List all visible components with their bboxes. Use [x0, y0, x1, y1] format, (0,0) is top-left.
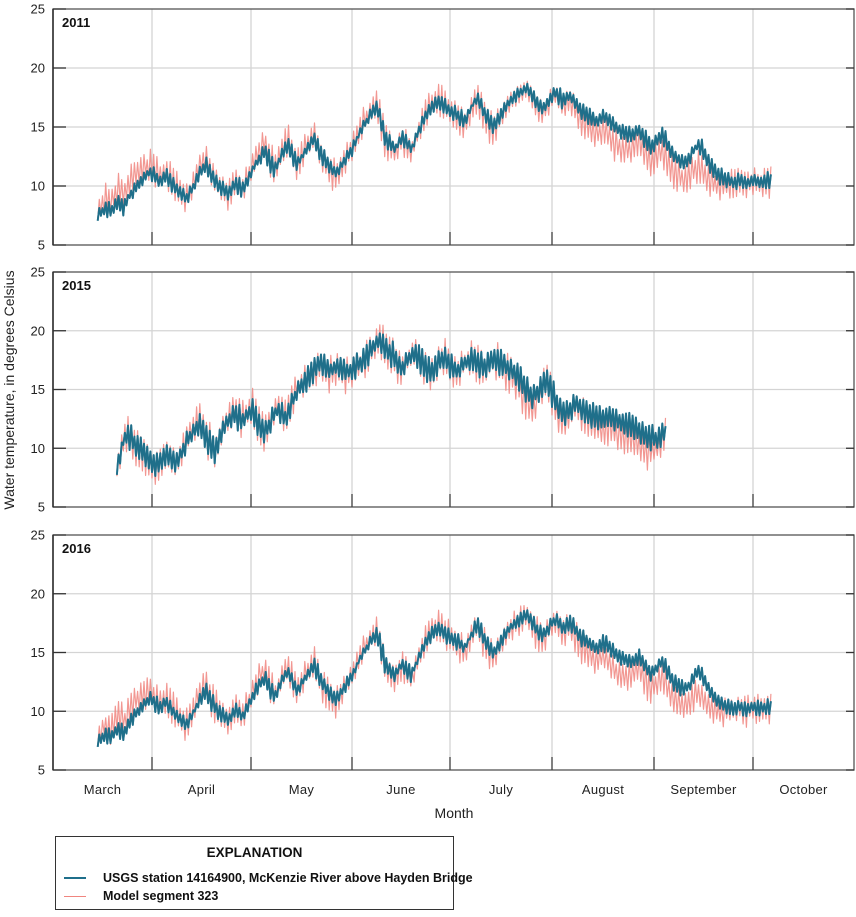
x-axis-month-labels: March April May June July August September Octo…: [84, 782, 828, 797]
month-label: April: [188, 782, 216, 797]
y-tick-label: 15: [31, 120, 45, 135]
panel-title: 2011: [62, 15, 90, 30]
y-tick-label: 20: [31, 586, 45, 601]
legend-label-observed: USGS station 14164900, McKenzie River ab…: [103, 871, 473, 885]
y-tick-label: 10: [31, 179, 45, 194]
month-label: May: [289, 782, 315, 797]
x-axis-title: Month: [435, 805, 474, 821]
legend-swatch-observed: [64, 877, 86, 879]
month-label: October: [779, 782, 828, 797]
y-tick-label: 5: [38, 500, 45, 515]
panel-2015: 5 10 15 20 25 2015: [31, 265, 855, 515]
month-label: August: [582, 782, 624, 797]
legend: EXPLANATION USGS station 14164900, McKen…: [55, 836, 473, 910]
y-tick-label: 25: [31, 528, 45, 543]
legend-title: EXPLANATION: [206, 845, 303, 860]
panel-title: 2015: [62, 278, 91, 293]
y-tick-label: 20: [31, 323, 45, 338]
month-label: July: [489, 782, 514, 797]
legend-item-observed: USGS station 14164900, McKenzie River ab…: [64, 870, 473, 886]
y-tick-label: 25: [31, 265, 45, 280]
series-line-observed: [115, 332, 667, 478]
y-tick-label: 10: [31, 704, 45, 719]
series-line-observed: [96, 609, 772, 748]
panel-2011: 5 10 15 20 25 2011: [31, 2, 855, 253]
y-tick-label: 5: [38, 763, 45, 778]
month-label: June: [386, 782, 415, 797]
y-axis-title: Water temperature, in degrees Celsius: [1, 270, 17, 509]
month-label: March: [84, 782, 122, 797]
month-label: September: [670, 782, 737, 797]
series-line-observed: [96, 82, 772, 221]
legend-label-model: Model segment 323: [103, 889, 219, 903]
y-tick-label: 20: [31, 61, 45, 76]
y-tick-label: 15: [31, 382, 45, 397]
legend-item-model: Model segment 323: [64, 888, 218, 904]
panel-title: 2016: [62, 541, 91, 556]
panel-2016: 5 10 15 20 25 2016: [31, 528, 855, 778]
y-tick-label: 25: [31, 2, 45, 17]
y-tick-label: 5: [38, 238, 45, 253]
legend-swatch-model: [64, 895, 86, 897]
y-tick-label: 15: [31, 645, 45, 660]
y-tick-label: 10: [31, 441, 45, 456]
